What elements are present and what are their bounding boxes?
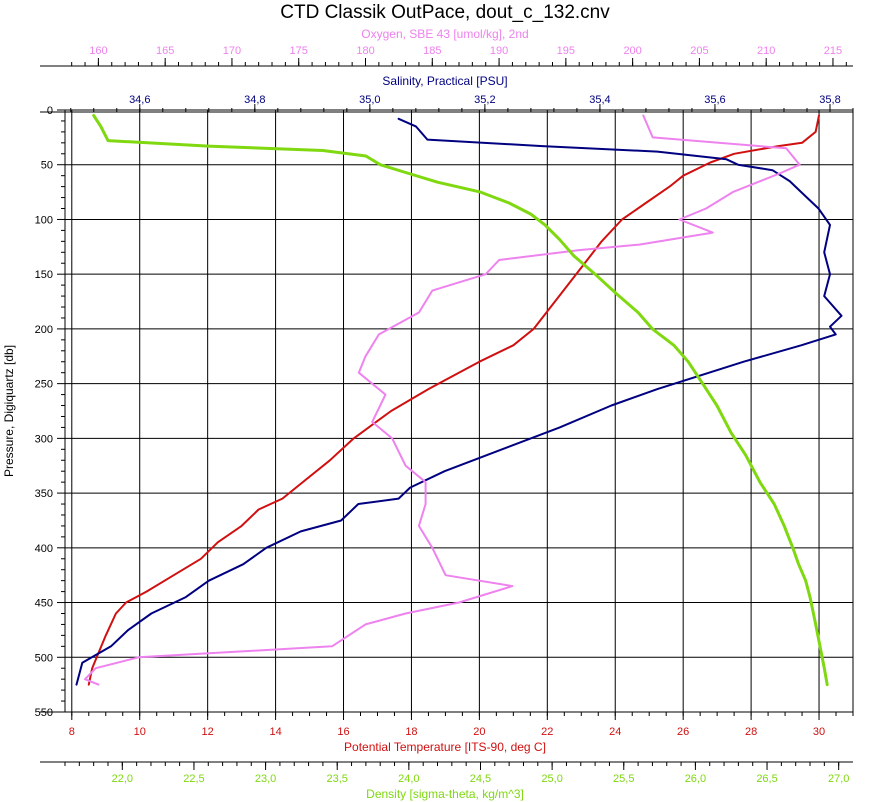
oxygen-tick-label: 160 (89, 45, 107, 57)
density-tick-label: 22,5 (183, 773, 204, 785)
salinity-tick-label: 35,4 (589, 94, 610, 106)
y-axis-pressure: 0 50 100 150 200 250 300 350 400 450 500 550 Pressu… (2, 105, 65, 719)
density-tick-label: 24,0 (398, 773, 419, 785)
temperature-tick-label: 28 (745, 726, 757, 738)
oxygen-tick-label: 205 (690, 45, 708, 57)
density-tick-label: 26,5 (756, 773, 777, 785)
density-tick-label: 22,0 (112, 773, 133, 785)
temperature-tick-label: 20 (473, 726, 485, 738)
oxygen-tick-label: 190 (490, 45, 508, 57)
salinity-tick-label: 35,0 (359, 94, 380, 106)
y-tick-label: 150 (35, 269, 53, 281)
plot-frame (64, 109, 854, 713)
temperature-tick-label: 26 (677, 726, 689, 738)
y-tick-label: 0 (47, 105, 53, 117)
density-tick-label: 24,5 (470, 773, 491, 785)
y-tick-label: 300 (35, 433, 53, 445)
y-axis-label: Pressure, Digiquartz [db] (2, 345, 16, 477)
oxygen-tick-label: 180 (356, 45, 374, 57)
density-tick-label: 23,5 (327, 773, 348, 785)
temperature-tick-label: 16 (337, 726, 349, 738)
oxygen-tick-label: 165 (156, 45, 174, 57)
y-ticks: 0 50 100 150 200 250 300 350 400 450 500 550 (35, 105, 65, 719)
temperature-tick-label: 8 (69, 726, 75, 738)
temperature-tick-label: 10 (134, 726, 146, 738)
y-tick-label: 450 (35, 598, 53, 610)
grid (65, 109, 853, 713)
series-line-oxygen (84, 114, 801, 686)
temperature-tick-label: 24 (609, 726, 621, 738)
series-line-salinity (75, 117, 843, 686)
y-tick-label: 400 (35, 543, 53, 555)
chart-title: CTD Classik OutPace, dout_c_132.cnv (280, 2, 610, 23)
salinity-tick-label: 35,2 (474, 94, 495, 106)
temperature-tick-label: 14 (269, 726, 281, 738)
y-tick-label: 250 (35, 379, 53, 391)
temperature-axis-label: Potential Temperature [ITS-90, deg C] (344, 740, 546, 754)
oxygen-tick-label: 185 (423, 45, 441, 57)
oxygen-axis: Oxygen, SBE 43 [umol/kg], 2nd 160 165 170 1… (40, 27, 853, 67)
oxygen-tick-label: 210 (757, 45, 775, 57)
y-tick-label: 500 (35, 652, 53, 664)
y-tick-label: 550 (35, 707, 53, 719)
temperature-tick-label: 12 (202, 726, 214, 738)
y-tick-label: 200 (35, 324, 53, 336)
salinity-tick-label: 34,8 (244, 94, 265, 106)
temperature-tick-label: 22 (541, 726, 553, 738)
oxygen-axis-label: Oxygen, SBE 43 [umol/kg], 2nd (361, 27, 528, 41)
series-line-density (92, 114, 829, 687)
series-line-temperature (87, 114, 820, 686)
series-layer (75, 114, 843, 687)
salinity-tick-label: 35,8 (819, 94, 840, 106)
oxygen-tick-label: 170 (223, 45, 241, 57)
salinity-axis-label: Salinity, Practical [PSU] (382, 74, 507, 88)
y-tick-label: 50 (41, 160, 53, 172)
density-tick-label: 23,0 (255, 773, 276, 785)
y-tick-label: 100 (35, 214, 53, 226)
oxygen-tick-label: 200 (623, 45, 641, 57)
density-tick-label: 25,0 (541, 773, 562, 785)
y-tick-label: 350 (35, 488, 53, 500)
density-tick-label: 25,5 (613, 773, 634, 785)
oxygen-tick-label: 175 (290, 45, 308, 57)
oxygen-tick-label: 215 (824, 45, 842, 57)
density-tick-label: 27,0 (828, 773, 849, 785)
density-axis: Density [sigma-theta, kg/m^3] 22,0 22,5 23… (40, 761, 853, 801)
salinity-tick-label: 35,6 (704, 94, 725, 106)
density-tick-label: 26,0 (685, 773, 706, 785)
temperature-tick-label: 30 (813, 726, 825, 738)
salinity-tick-label: 34,6 (129, 94, 150, 106)
temperature-axis: Potential Temperature [ITS-90, deg C] 8 1… (40, 711, 854, 754)
oxygen-tick-label: 195 (557, 45, 575, 57)
salinity-axis: Salinity, Practical [PSU] 34,6 34,8 35,0 35… (40, 74, 854, 113)
density-axis-label: Density [sigma-theta, kg/m^3] (366, 787, 524, 801)
temperature-tick-label: 18 (405, 726, 417, 738)
